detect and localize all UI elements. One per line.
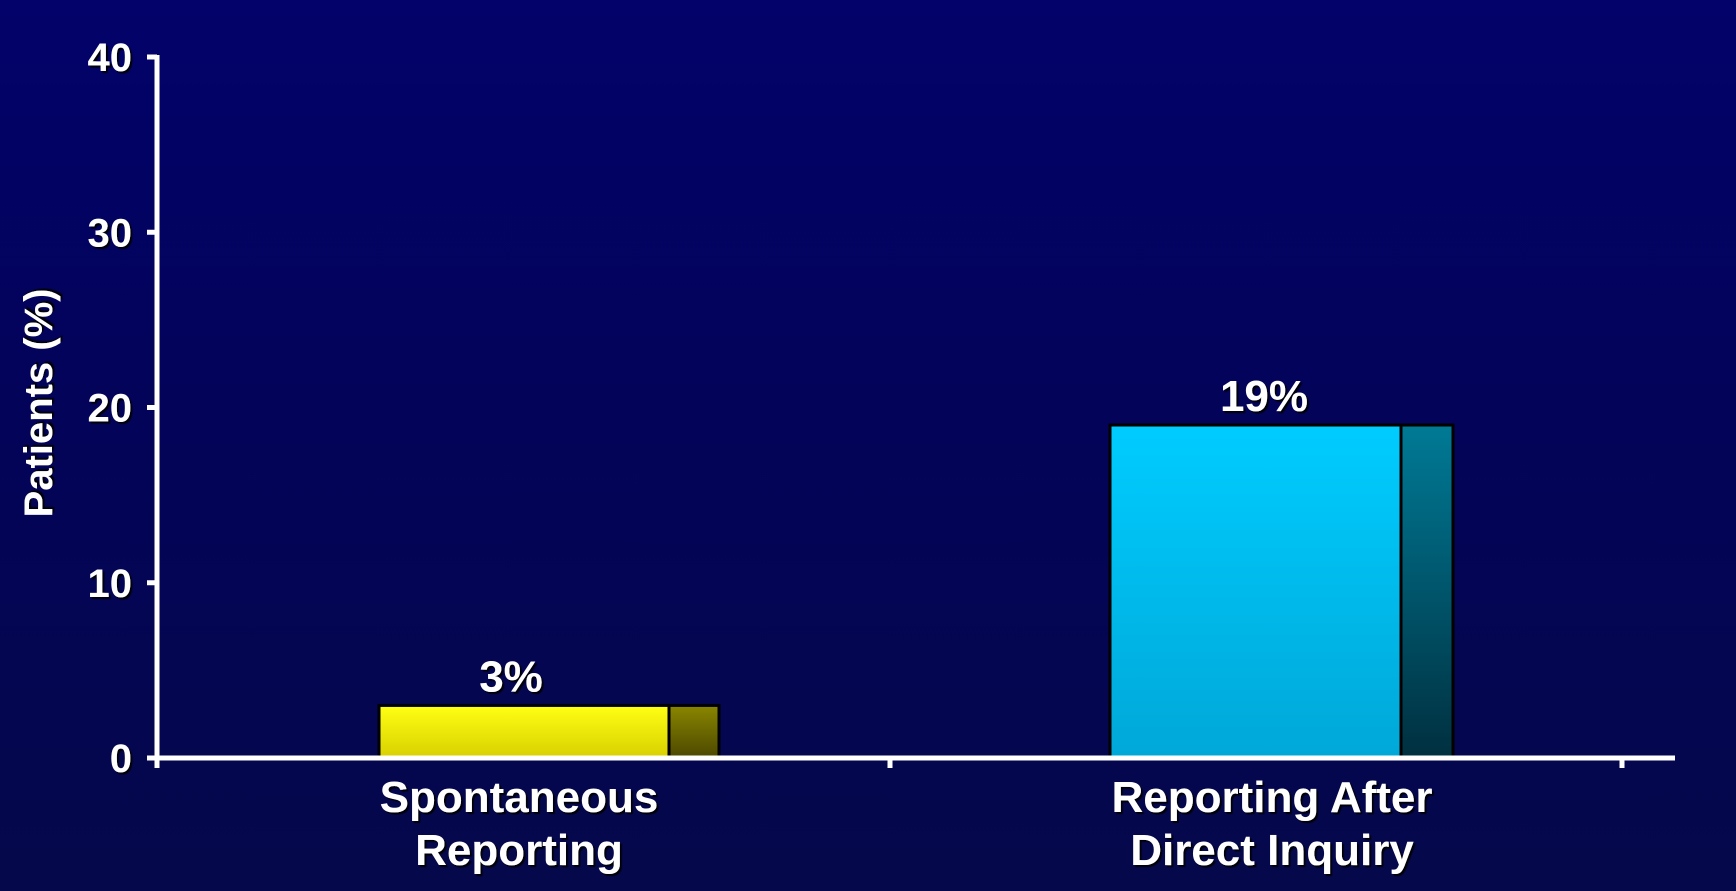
bar-value-label: 3% — [479, 652, 543, 701]
bar-side — [667, 703, 721, 760]
x-category-label: Reporting After — [1111, 773, 1432, 822]
x-category-label: Spontaneous — [380, 773, 659, 822]
y-tick-label: 10 — [88, 562, 133, 606]
y-axis-title: Patients (%) — [17, 289, 61, 518]
value-labels: 3% 19% — [479, 372, 1308, 701]
x-category-label: Reporting — [415, 826, 623, 875]
x-category-label: Direct Inquiry — [1130, 826, 1414, 875]
bar-front — [377, 703, 671, 760]
y-tick-label: 0 — [110, 737, 132, 781]
y-tick-label: 30 — [88, 211, 133, 255]
bar-side — [1399, 423, 1455, 760]
y-axis-ticks: 0 10 20 30 40 — [88, 36, 157, 781]
bars — [377, 423, 1455, 760]
y-tick-label: 40 — [88, 36, 133, 80]
y-tick-label: 20 — [88, 387, 133, 431]
bar-front — [1108, 423, 1403, 760]
bar-value-label: 19% — [1220, 372, 1308, 421]
x-axis-ticks — [154, 756, 1625, 768]
